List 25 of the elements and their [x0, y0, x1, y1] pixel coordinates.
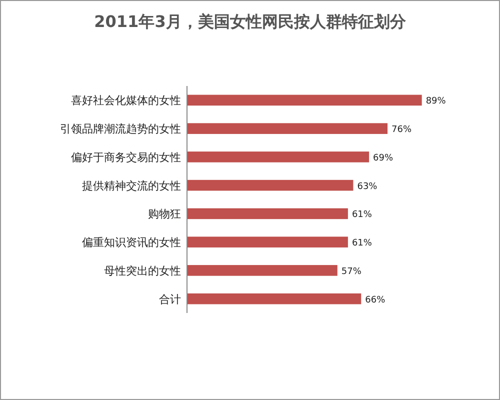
y-tick-label: 提供精神交流的女性: [82, 179, 181, 192]
y-tick-label: 购物狂: [148, 208, 181, 221]
chart-title: 2011年3月，美国女性网民按人群特征划分: [94, 12, 407, 31]
data-label: 89%: [426, 96, 446, 107]
bar: [187, 180, 354, 191]
bar: [187, 236, 348, 248]
data-label: 61%: [352, 210, 372, 220]
data-label: 63%: [357, 182, 378, 192]
data-label: 57%: [341, 266, 362, 277]
bar: [187, 208, 348, 220]
y-tick-label: 合计: [159, 292, 181, 306]
bar: [187, 94, 422, 106]
y-tick-label: 母性突出的女性: [104, 264, 181, 278]
bar: [187, 293, 362, 304]
bar: [187, 123, 388, 134]
data-label: 61%: [352, 238, 372, 249]
data-label: 76%: [392, 125, 412, 136]
y-tick-label: 喜好社会化媒体的女性: [71, 94, 181, 108]
y-tick-label: 引领品牌潮流趋势的女性: [60, 122, 181, 136]
bar: [187, 265, 338, 276]
bar: [187, 152, 370, 162]
data-label: 66%: [365, 295, 386, 306]
y-tick-label: 偏重知识资讯的女性: [82, 236, 181, 250]
data-label: 69%: [373, 153, 394, 164]
y-tick-label: 偏好于商务交易的女性: [71, 150, 181, 164]
